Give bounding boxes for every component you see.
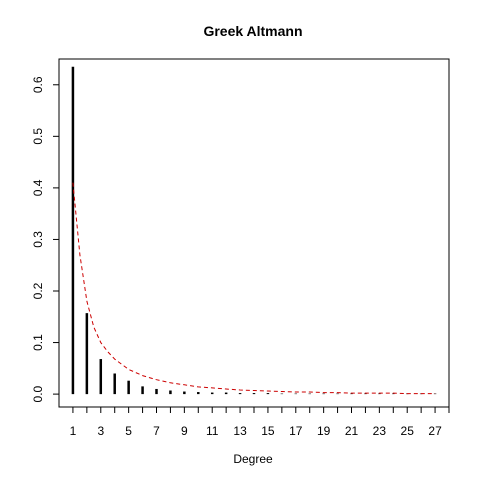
x-tick-label: 15 xyxy=(261,424,275,438)
y-tick-label: 0.4 xyxy=(31,179,45,196)
x-tick-label: 1 xyxy=(70,424,77,438)
y-tick-label: 0.1 xyxy=(31,334,45,351)
y-tick-label: 0.6 xyxy=(31,76,45,93)
plot-frame xyxy=(58,58,450,408)
x-tick-label: 27 xyxy=(428,424,442,438)
x-tick-label: 5 xyxy=(125,424,132,438)
altmann-fit-line xyxy=(72,182,436,395)
bar-series xyxy=(71,66,437,395)
x-tick-label: 17 xyxy=(289,424,303,438)
x-tick-label: 13 xyxy=(233,424,247,438)
chart-title: Greek Altmann xyxy=(203,23,302,39)
x-tick-label: 9 xyxy=(181,424,188,438)
x-axis-label: Degree xyxy=(233,452,273,466)
x-tick-label: 23 xyxy=(373,424,387,438)
x-tick-label: 25 xyxy=(401,424,415,438)
y-tick-label: 0.2 xyxy=(31,282,45,299)
x-tick-label: 19 xyxy=(317,424,331,438)
x-tick-label: 11 xyxy=(206,424,219,438)
x-tick-label: 3 xyxy=(97,424,104,438)
x-tick-label: 7 xyxy=(153,424,160,438)
fitted-curve-series xyxy=(72,182,436,395)
x-axis: 1 3 5 7 9 11 13 15 17 19 21 23 25 27 xyxy=(70,407,450,438)
y-tick-label: 0.3 xyxy=(31,231,45,248)
x-tick-label: 21 xyxy=(345,424,359,438)
y-axis: 0.0 0.1 0.2 0.3 0.4 0.5 0.6 xyxy=(31,76,59,402)
y-tick-label: 0.0 xyxy=(31,385,45,402)
y-tick-label: 0.5 xyxy=(31,128,45,145)
